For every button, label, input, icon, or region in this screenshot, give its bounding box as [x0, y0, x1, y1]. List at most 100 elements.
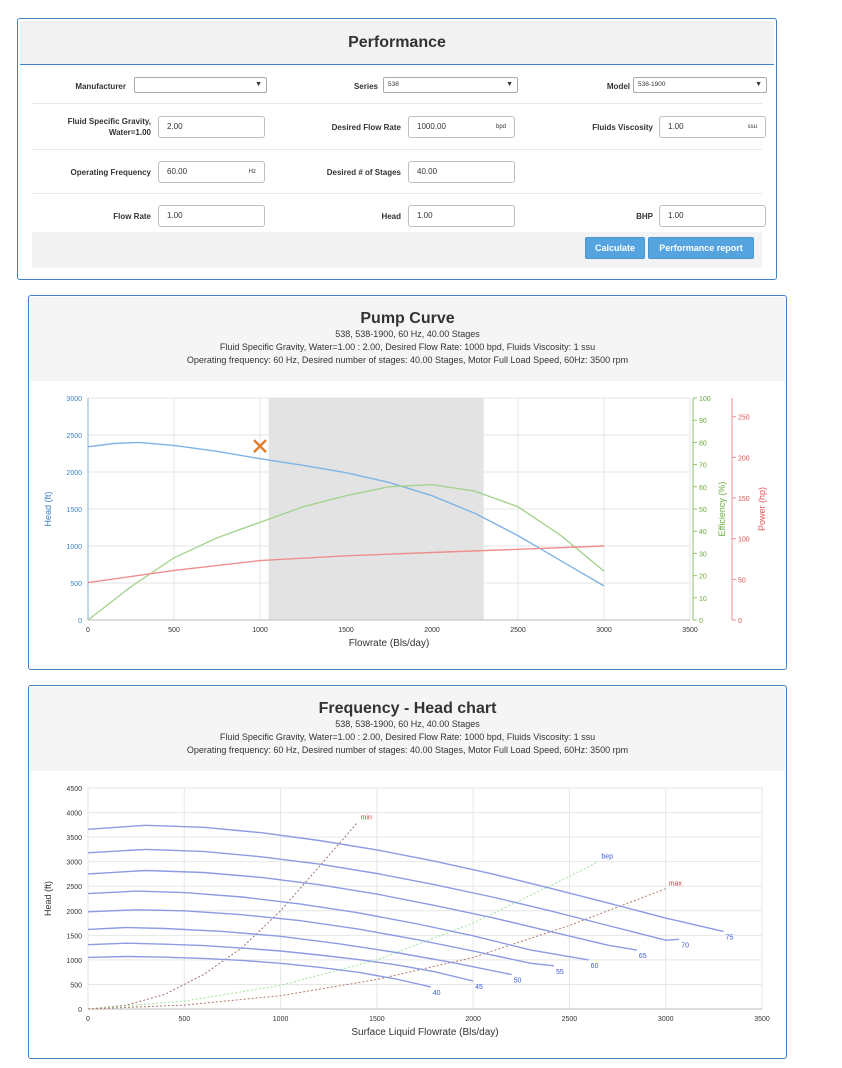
performance-title: Performance	[20, 21, 774, 65]
viscosity-value: 1.00	[668, 122, 684, 131]
bep-envelope-line	[87, 861, 599, 1010]
efficiency-tick-label: 40	[699, 529, 707, 536]
efficiency-tick-label: 30	[699, 551, 707, 558]
frequency-curve-label: 55	[556, 969, 564, 976]
x-tick-label: 3500	[754, 1016, 770, 1023]
frequency-curve-label: 60	[591, 963, 599, 970]
bhp-label: BHP	[636, 212, 653, 221]
sg-input[interactable]: 2.00	[158, 116, 265, 138]
chevron-down-icon: ▼	[755, 81, 762, 88]
max-envelope-label: max	[669, 881, 683, 888]
x-tick-label: 3000	[658, 1016, 674, 1023]
stages-input[interactable]: 40.00	[408, 161, 515, 183]
frequency-curve-label: 45	[475, 984, 483, 991]
head-label: Head	[381, 212, 401, 221]
stages-value: 40.00	[417, 167, 438, 176]
x-tick-label: 3500	[682, 627, 698, 634]
flow-rate-input[interactable]: 1.00	[158, 205, 265, 227]
min-envelope-line	[87, 822, 358, 1010]
x-tick-label: 2000	[424, 627, 440, 634]
bhp-input[interactable]: 1.00	[659, 205, 766, 227]
sg-value: 2.00	[167, 122, 183, 131]
pump-curve-subtitle-3: Operating frequency: 60 Hz, Desired numb…	[186, 355, 629, 365]
min-envelope-label: min	[361, 814, 372, 821]
viscosity-input[interactable]: 1.00 ssu	[659, 116, 766, 138]
frequency-curve-label: 40	[433, 990, 441, 997]
efficiency-tick-label: 60	[699, 485, 707, 492]
y-tick-label: 500	[70, 982, 82, 989]
x-tick-label: 2000	[465, 1016, 481, 1023]
manufacturer-label: Manufacturer	[75, 82, 126, 91]
desired-flow-unit: bpd	[495, 124, 506, 130]
efficiency-tick-label: 0	[699, 618, 703, 625]
x-axis-title: Flowrate (Bls/day)	[349, 638, 430, 649]
efficiency-tick-label: 80	[699, 440, 707, 447]
frequency-curve-label: 75	[725, 934, 733, 941]
frequency-value: 60.00	[167, 167, 188, 176]
power-tick-label: 200	[738, 455, 750, 462]
frequency-curve-label: 50	[514, 978, 522, 985]
y-axis-title: Head (ft)	[43, 881, 53, 916]
series-select[interactable]: 538 ▼	[383, 77, 518, 93]
frequency-curve-label: 70	[681, 942, 689, 949]
efficiency-tick-label: 50	[699, 507, 707, 514]
y-tick-label: 4500	[66, 786, 82, 793]
frequency-head-subtitle-2: Fluid Specific Gravity, Water=1.00 : 2.0…	[219, 732, 596, 742]
pump-curve-title: Pump Curve	[360, 310, 455, 327]
series-value: 538	[388, 81, 399, 88]
x-tick-label: 1000	[252, 627, 268, 634]
max-envelope-line	[87, 888, 666, 1010]
sg-label-line2: Water=1.00	[108, 128, 151, 137]
y-tick-label: 1500	[66, 933, 82, 940]
frequency-label: Operating Frequency	[70, 168, 151, 177]
efficiency-tick-label: 70	[699, 463, 707, 470]
frequency-head-chart: 0 500 1000 1500 2000 2500 3000 3500 4000 4500 0 500…	[43, 786, 770, 1038]
x-tick-label: 1000	[273, 1016, 289, 1023]
efficiency-tick-label: 10	[699, 596, 707, 603]
efficiency-tick-label: 100	[699, 396, 711, 403]
x-tick-label: 2500	[510, 627, 526, 634]
efficiency-tick-label: 20	[699, 574, 707, 581]
head-tick-label: 1500	[66, 507, 82, 514]
desired-flow-input[interactable]: 1000.00 bpd	[408, 116, 515, 138]
stages-label: Desired # of Stages	[326, 168, 401, 177]
y-tick-label: 0	[78, 1007, 82, 1014]
frequency-curve-50	[87, 926, 512, 976]
x-tick-label: 500	[168, 627, 180, 634]
x-tick-label: 2500	[562, 1016, 578, 1023]
y-tick-label: 3000	[66, 860, 82, 867]
frequency-input[interactable]: 60.00 Hz	[158, 161, 265, 183]
head-tick-label: 0	[78, 618, 82, 625]
power-tick-label: 50	[738, 577, 746, 584]
head-value: 1.00	[417, 211, 433, 220]
desired-flow-value: 1000.00	[417, 122, 446, 131]
manufacturer-select[interactable]: ▼	[134, 77, 267, 93]
performance-report-button[interactable]: Performance report	[648, 237, 754, 259]
head-tick-label: 3000	[66, 396, 82, 403]
model-select[interactable]: 538-1900 ▼	[633, 77, 767, 93]
pump-curve-subtitle-2: Fluid Specific Gravity, Water=1.00 : 2.0…	[219, 342, 596, 352]
model-label: Model	[606, 82, 630, 91]
frequency-curve-60	[87, 890, 589, 961]
head-tick-label: 500	[70, 581, 82, 588]
desired-flow-label: Desired Flow Rate	[331, 123, 401, 132]
series-label: Series	[353, 82, 378, 91]
sg-label: Fluid Specific Gravity, Water=1.00	[38, 116, 151, 138]
power-tick-label: 150	[738, 496, 750, 503]
frequency-curve-55	[87, 909, 555, 967]
model-value: 538-1900	[638, 81, 666, 88]
bhp-value: 1.00	[668, 211, 684, 220]
head-input[interactable]: 1.00	[408, 205, 515, 227]
frequency-head-header: Frequency - Head chart 538, 538-1900, 60…	[30, 687, 785, 771]
pump-curve-subtitle-1: 538, 538-1900, 60 Hz, 40.00 Stages	[335, 329, 480, 339]
efficiency-tick-label: 90	[699, 418, 707, 425]
pump-curve-panel: Pump Curve 538, 538-1900, 60 Hz, 40.00 S…	[28, 295, 787, 670]
frequency-curve-65	[87, 869, 637, 951]
power-tick-label: 0	[738, 618, 742, 625]
power-tick-label: 100	[738, 537, 750, 544]
power-tick-label: 250	[738, 415, 750, 422]
x-axis-title: Surface Liquid Flowrate (Bls/day)	[351, 1027, 498, 1038]
calculate-button[interactable]: Calculate	[585, 237, 645, 259]
x-tick-label: 1500	[338, 627, 354, 634]
